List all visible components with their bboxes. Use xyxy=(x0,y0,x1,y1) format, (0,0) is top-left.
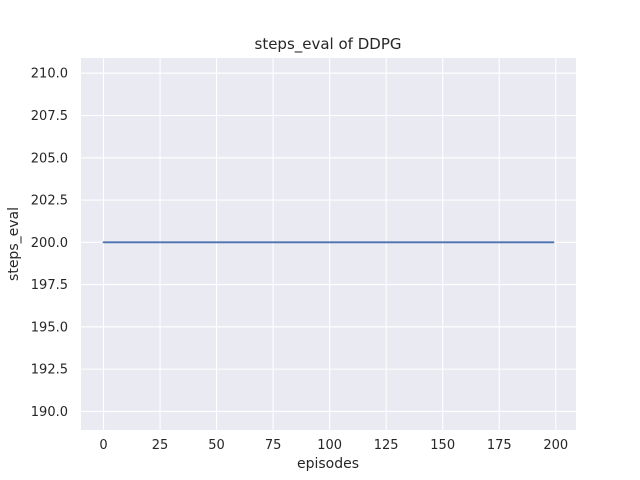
y-tick-label: 190.0 xyxy=(31,405,68,420)
x-tick-label: 50 xyxy=(208,438,225,453)
y-axis-tick-labels: 190.0 192.5 195.0 197.5 200.0 202.5 205.0 207.5… xyxy=(31,67,68,420)
x-tick-label: 25 xyxy=(152,438,169,453)
y-tick-label: 205.0 xyxy=(31,151,68,166)
y-tick-label: 195.0 xyxy=(31,320,68,335)
y-axis-label: steps_eval xyxy=(6,207,22,281)
y-tick-label: 202.5 xyxy=(31,194,68,209)
x-tick-label: 0 xyxy=(99,438,107,453)
y-tick-label: 210.0 xyxy=(31,67,68,82)
y-tick-label: 207.5 xyxy=(31,109,68,124)
x-tick-label: 200 xyxy=(543,438,568,453)
x-tick-label: 175 xyxy=(487,438,512,453)
x-tick-label: 125 xyxy=(374,438,399,453)
x-tick-label: 100 xyxy=(317,438,342,453)
x-tick-label: 150 xyxy=(430,438,455,453)
x-axis-tick-labels: 0 25 50 75 100 125 150 175 200 xyxy=(99,438,568,453)
plot-area xyxy=(81,58,576,430)
x-axis-label: episodes xyxy=(297,456,359,472)
y-tick-label: 200.0 xyxy=(31,236,68,251)
chart-title: steps_eval of DDPG xyxy=(255,35,402,54)
y-tick-label: 192.5 xyxy=(31,363,68,378)
y-tick-label: 197.5 xyxy=(31,278,68,293)
x-tick-label: 75 xyxy=(265,438,282,453)
